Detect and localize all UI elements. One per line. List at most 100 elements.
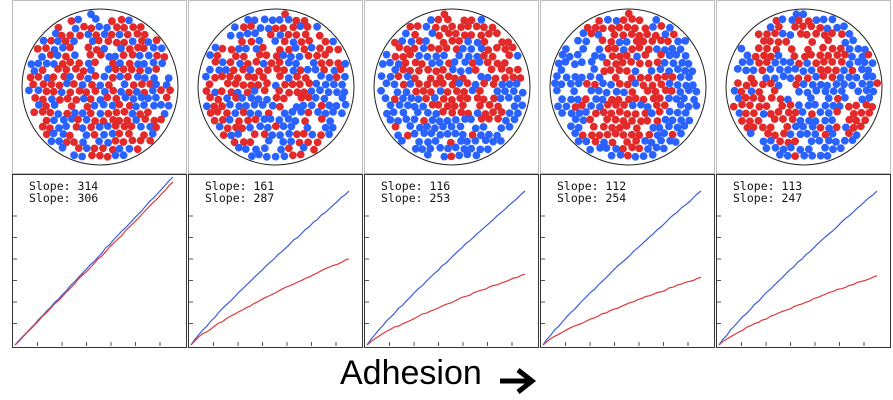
- blue-particle: [263, 123, 272, 132]
- red-particle: [603, 130, 612, 139]
- red-particle: [325, 58, 334, 67]
- blue-particle: [510, 102, 519, 111]
- blue-particle: [255, 150, 263, 159]
- red-particle: [636, 59, 644, 68]
- red-particle: [239, 138, 248, 146]
- red-particle: [128, 50, 137, 59]
- red-particle: [124, 72, 132, 81]
- red-particle: [627, 58, 635, 66]
- blue-particle: [108, 101, 117, 110]
- blue-particle: [275, 16, 284, 24]
- caption-text: Adhesion: [340, 354, 482, 392]
- red-particle: [452, 87, 461, 95]
- red-particle: [38, 107, 47, 116]
- red-particle: [774, 38, 783, 46]
- red-particle: [138, 80, 146, 88]
- blue-particle: [54, 110, 63, 118]
- red-particle: [591, 80, 599, 89]
- red-particle: [489, 108, 497, 116]
- red-particle: [632, 137, 640, 145]
- red-particle: [448, 22, 456, 31]
- red-particle: [80, 22, 88, 31]
- red-particle: [619, 145, 627, 153]
- blue-particle: [248, 152, 256, 161]
- blue-particle: [279, 51, 288, 60]
- red-particle: [632, 124, 641, 133]
- blue-particle: [643, 103, 652, 111]
- blue-particle: [498, 80, 507, 89]
- red-particle: [136, 66, 144, 75]
- blue-particle: [792, 10, 801, 19]
- blue-particle: [299, 143, 308, 152]
- blue-particle: [403, 72, 412, 81]
- blue-particle: [82, 131, 91, 140]
- blue-particle: [309, 59, 318, 67]
- red-particle: [411, 58, 420, 67]
- blue-particle: [264, 136, 273, 145]
- red-particle: [615, 23, 624, 32]
- blue-particle: [812, 86, 821, 95]
- blue-particle: [420, 129, 429, 138]
- red-particle: [603, 59, 611, 67]
- red-particle: [153, 51, 161, 60]
- red-particle: [770, 86, 779, 95]
- blue-particle: [43, 74, 52, 82]
- red-particle: [166, 86, 175, 95]
- red-particle: [812, 29, 820, 38]
- red-particle: [824, 66, 832, 74]
- red-particle: [794, 16, 803, 25]
- red-particle: [123, 30, 132, 39]
- blue-particle: [799, 10, 808, 19]
- blue-particle: [125, 16, 133, 25]
- blue-particle: [259, 59, 268, 68]
- blue-particle: [115, 30, 124, 39]
- blue-particle: [308, 130, 317, 139]
- blue-particle: [134, 60, 142, 69]
- blue-particle: [747, 87, 756, 96]
- blue-particle: [681, 52, 690, 60]
- red-particle: [668, 130, 677, 139]
- blue-particle: [411, 144, 420, 153]
- blue-particle: [692, 101, 701, 110]
- red-particle: [786, 101, 795, 109]
- blue-particle: [262, 152, 271, 161]
- red-particle: [452, 45, 461, 54]
- blue-particle: [735, 109, 744, 117]
- red-particle: [808, 38, 817, 46]
- red-particle: [239, 108, 248, 117]
- blue-particle: [567, 95, 575, 104]
- blue-particle: [140, 101, 148, 109]
- red-particle: [660, 101, 669, 110]
- red-particle: [776, 95, 785, 103]
- blue-particle: [652, 16, 661, 24]
- red-particle: [803, 74, 812, 83]
- red-particle: [615, 107, 624, 116]
- blue-particle: [734, 94, 743, 102]
- red-particle: [749, 123, 758, 132]
- blue-particle: [241, 145, 250, 154]
- blue-particle: [481, 136, 490, 145]
- blue-particle: [57, 88, 66, 97]
- blue-particle: [829, 145, 837, 154]
- red-particle: [239, 65, 247, 74]
- red-particle: [103, 152, 112, 161]
- blue-particle: [295, 52, 304, 61]
- red-particle: [581, 95, 590, 104]
- red-particle: [66, 43, 74, 52]
- blue-particle: [792, 122, 800, 131]
- red-particle: [250, 73, 259, 82]
- blue-particle: [808, 81, 817, 89]
- red-particle: [109, 59, 117, 68]
- blue-particle: [84, 74, 92, 83]
- red-particle: [668, 73, 677, 81]
- red-particle: [244, 72, 253, 81]
- blue-particle: [812, 72, 820, 81]
- blue-slope-label: Slope: 161: [205, 179, 275, 193]
- blue-particle: [399, 94, 407, 103]
- blue-series-line: [542, 190, 702, 346]
- red-particle: [627, 30, 636, 38]
- red-particle: [119, 51, 128, 60]
- red-particle: [293, 130, 301, 139]
- blue-particle: [778, 15, 787, 24]
- red-particle: [471, 66, 480, 74]
